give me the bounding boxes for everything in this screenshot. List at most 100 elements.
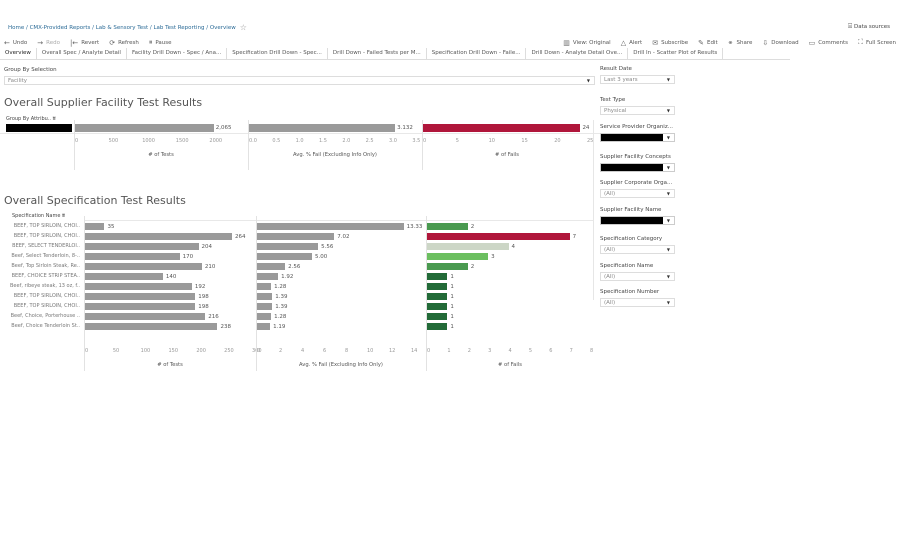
revert-button[interactable]: |← Revert [70,38,99,47]
spec-row-label[interactable]: BEEF, TOP SIRLOIN, CHOI.. [13,233,80,239]
view-original-button[interactable]: ▥ View: Original [563,38,611,47]
bar-value-label: 192 [192,282,208,291]
full-screen-button[interactable]: ⛶ Full Screen [858,38,896,47]
alert-button[interactable]: △ Alert [621,38,642,47]
spec-row-label[interactable]: BEEF, SELECT TENDERLOI.. [12,243,80,249]
bar[interactable] [427,303,448,310]
bar[interactable] [427,293,448,300]
bar[interactable] [257,303,273,310]
bar[interactable] [257,233,335,240]
tab-4[interactable]: Drill Down - Failed Tests per M... [328,48,427,59]
bar-value-label: 264 [232,232,248,241]
bar-value-label: 1.28 [272,312,289,321]
sort-icon[interactable]: ⩸ [62,213,66,219]
bar[interactable] [85,253,180,260]
spec-row-label[interactable]: BEEF, TOP SIRLOIN, CHOI.. [13,223,80,229]
filter-select-2[interactable]: ▼ [600,133,675,142]
chevron-down-icon: ▼ [666,218,670,223]
subscribe-button[interactable]: ✉ Subscribe [652,38,688,47]
tab-3[interactable]: Specification Drill Down - Spec... [227,48,328,59]
bar[interactable] [85,283,192,290]
bar[interactable] [423,124,581,132]
panel-divider [593,120,594,300]
spec-row-label[interactable]: Beef, ribeye steak, 13 oz, f.. [9,283,80,289]
filter-select-8[interactable]: (All) ▼ [600,298,675,307]
axis-tick: 2 [279,348,283,354]
tab-2[interactable]: Facility Drill Down - Spec / Ana... [127,48,228,59]
bar[interactable] [427,223,468,230]
axis-tick: 10 [367,348,374,354]
undo-button[interactable]: ← Undo [4,38,27,47]
bar[interactable] [249,124,396,132]
chevron-down-icon: ▼ [666,77,670,82]
bar[interactable] [85,313,206,320]
bar[interactable] [85,243,199,250]
spec-row-label[interactable]: Beef, Choice Tenderloin St.. [11,323,80,329]
filter-select-4[interactable]: (All) ▼ [600,189,675,198]
pause-button[interactable]: ⏸ Pause [149,38,172,47]
bar-value-label: 13.33 [404,222,425,231]
filter-value: (All) [604,300,616,306]
toolbar-label: Edit [706,39,718,46]
spec-row-label[interactable]: BEEF, TOP SIRLOIN, CHOI.. [13,293,80,299]
edit-button[interactable]: ✎ Edit [698,38,718,47]
spec-row-label[interactable]: Beef, Choice, Porterhouse .. [10,313,80,319]
bar[interactable] [75,124,214,132]
bar[interactable] [257,313,272,320]
bar[interactable] [427,263,468,270]
bar[interactable] [427,273,448,280]
filter-select-3[interactable]: ▼ [600,163,675,172]
bar[interactable] [257,293,273,300]
bar[interactable] [257,323,271,330]
tab-1[interactable]: Overall Spec / Analyte Detail [37,48,127,59]
specification-name-header[interactable]: Specification Name ⩸ [12,213,66,219]
bar[interactable] [257,243,319,250]
filter-select-0[interactable]: Last 3 years ▼ [600,75,675,84]
comments-button[interactable]: ▭ Comments [809,38,848,47]
bar[interactable] [85,233,232,240]
tab-7[interactable]: Drill In - Scatter Plot of Results [628,48,724,59]
favorite-star-icon[interactable]: ☆ [239,23,247,32]
redo-button[interactable]: → Redo [37,38,60,47]
bar[interactable] [85,323,218,330]
bar[interactable] [257,263,286,270]
bar[interactable] [85,293,196,300]
axis-tick: 0 [85,348,89,354]
spec-row-label[interactable]: BEEF, CHOICE STRIP STEA.. [11,273,80,279]
filter-select-6[interactable]: (All) ▼ [600,245,675,254]
bar[interactable] [427,283,448,290]
axis-tick: 0 [257,348,261,354]
download-button[interactable]: ⇩ Download [762,38,798,47]
bar[interactable] [85,223,105,230]
bar[interactable] [257,283,272,290]
bar[interactable] [257,223,404,230]
bar[interactable] [85,273,163,280]
refresh-button[interactable]: ⟳ Refresh [109,38,139,47]
spec-row-label[interactable]: Beef, Select Tenderloin, 8-.. [11,253,80,259]
group-by-attribute-header[interactable]: Group By Attribu.. ⩸ [6,116,56,122]
bar[interactable] [427,323,448,330]
bar[interactable] [427,243,509,250]
bar[interactable] [427,313,448,320]
tab-5[interactable]: Specification Drill Down - Faile... [427,48,527,59]
bar[interactable] [257,253,312,260]
bar[interactable] [85,263,202,270]
filter-select-7[interactable]: (All) ▼ [600,272,675,281]
sort-icon[interactable]: ⩸ [52,116,56,122]
spec-row-label[interactable]: BEEF, TOP SIRLOIN, CHOI.. [13,303,80,309]
tab-0[interactable]: Overview [0,48,37,59]
breadcrumb[interactable]: Home / CMX-Provided Reports / Lab & Sens… [8,23,247,32]
share-button[interactable]: ⚭ Share [728,38,753,47]
bar[interactable] [257,273,279,280]
bar[interactable] [427,233,570,240]
spec-row-label[interactable]: Beef, Top Sirloin Steak, Re.. [11,263,80,269]
toolbar-label: Comments [818,39,849,46]
breadcrumb-text[interactable]: Home / CMX-Provided Reports / Lab & Sens… [8,25,236,31]
tab-6[interactable]: Drill Down - Analyte Detail Ove... [526,48,629,59]
data-sources-button[interactable]: ⌸ Data sources [848,22,890,31]
bar[interactable] [85,303,196,310]
group-by-select[interactable]: Facility ▼ [4,76,595,85]
filter-select-1[interactable]: Physical ▼ [600,106,675,115]
bar[interactable] [427,253,489,260]
filter-select-5[interactable]: ▼ [600,216,675,225]
